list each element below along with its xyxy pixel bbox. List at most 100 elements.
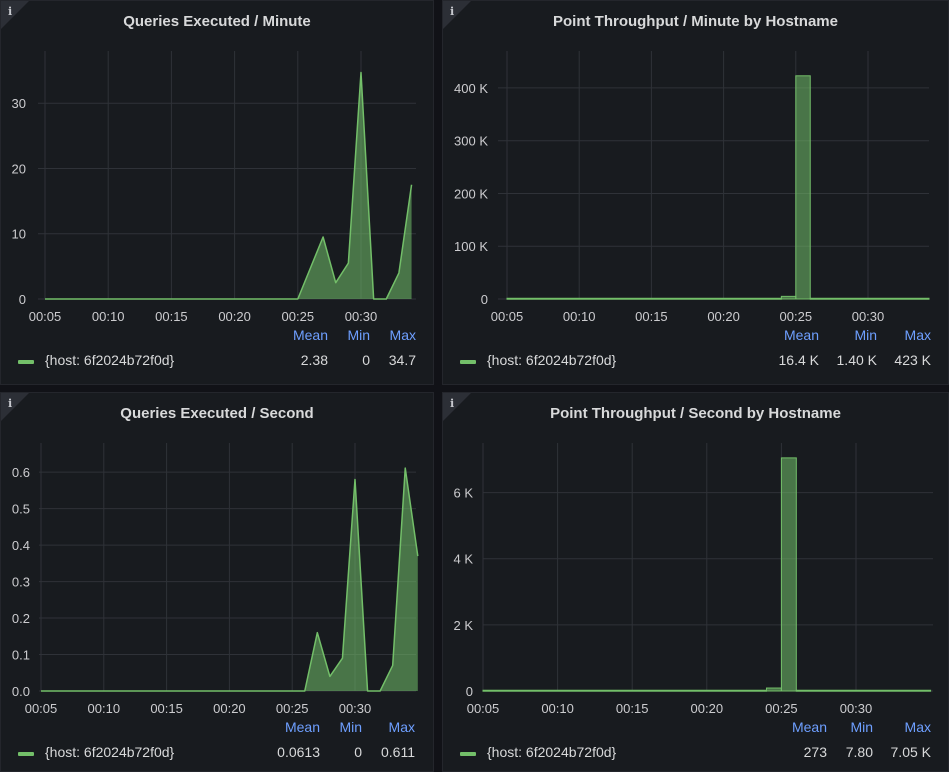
bar [482, 689, 767, 692]
legend-series-name[interactable]: {host: 6f2024b72f0d} [45, 744, 175, 760]
x-tick-label: 00:05 [29, 309, 62, 324]
bar [795, 75, 811, 300]
legend-item[interactable]: {host: 6f2024b72f0d} 273 7.80 7.05 K [443, 742, 948, 764]
legend-max-value: 423 K [894, 352, 931, 368]
legend-series-name[interactable]: {host: 6f2024b72f0d} [45, 352, 175, 368]
x-tick-label: 00:20 [691, 701, 724, 716]
chart-plot[interactable]: 0.0 0.1 0.2 0.3 0.4 0.5 0.6 00:05 00:10 00:15 00:2… [1, 393, 434, 723]
y-tick-label: 0 [481, 292, 488, 307]
chart-plot[interactable]: 0 10 20 30 00:05 00:10 00:15 00:20 00:25 00:30 [1, 1, 434, 331]
y-tick-label: 0.2 [12, 611, 30, 626]
x-tick-label: 00:05 [25, 701, 58, 716]
y-tick-label: 0.4 [12, 538, 30, 553]
bar [506, 297, 782, 300]
y-tick-label: 100 K [454, 239, 488, 254]
panel-queries-per-minute: i Queries Executed / Minute 0 10 20 30 00:05… [0, 0, 434, 385]
legend-header-min[interactable]: Min [854, 327, 877, 343]
x-tick-label: 00:25 [282, 309, 315, 324]
legend-mean-value: 273 [803, 744, 827, 760]
legend-swatch[interactable] [18, 752, 34, 756]
y-tick-label: 30 [12, 96, 26, 111]
x-tick-label: 00:30 [840, 701, 873, 716]
legend-max-value: 0.611 [381, 744, 415, 760]
legend-header-mean[interactable]: Mean [783, 327, 819, 343]
panel-title[interactable]: Point Throughput / Minute by Hostname [553, 13, 838, 30]
x-tick-label: 00:20 [218, 309, 251, 324]
panel-info-corner[interactable] [443, 1, 471, 29]
y-tick-label: 300 K [454, 134, 488, 149]
legend-swatch[interactable] [18, 360, 34, 364]
y-tick-label: 2 K [453, 618, 473, 633]
panel-title[interactable]: Queries Executed / Minute [123, 13, 311, 30]
panel-title[interactable]: Queries Executed / Second [120, 405, 314, 422]
panel-info-corner[interactable] [1, 393, 29, 421]
x-tick-label: 00:20 [213, 701, 246, 716]
legend-series-name[interactable]: {host: 6f2024b72f0d} [487, 352, 617, 368]
bar [780, 457, 797, 692]
legend-header-mean[interactable]: Mean [284, 719, 320, 735]
legend-min-value: 1.40 K [836, 352, 877, 368]
y-tick-label: 4 K [453, 552, 473, 567]
legend-item[interactable]: {host: 6f2024b72f0d} 16.4 K 1.40 K 423 K [443, 350, 948, 372]
series-line [45, 71, 413, 300]
x-tick-label: 00:30 [339, 701, 372, 716]
legend-item[interactable]: {host: 6f2024b72f0d} 2.38 0 34.7 [1, 350, 433, 372]
x-tick-label: 00:30 [345, 309, 378, 324]
legend-header-max[interactable]: Max [388, 719, 415, 735]
x-tick-label: 00:15 [150, 701, 183, 716]
info-icon[interactable]: i [8, 5, 13, 18]
chart-plot[interactable]: 0 100 K 200 K 300 K 400 K 00:05 00:10 00:15 00:2… [443, 1, 949, 331]
legend-mean-value: 2.38 [300, 352, 328, 368]
legend-mean-value: 0.0613 [277, 744, 320, 760]
legend-item[interactable]: {host: 6f2024b72f0d} 0.0613 0 0.611 [1, 742, 433, 764]
legend-header-min[interactable]: Min [339, 719, 362, 735]
legend-series-name[interactable]: {host: 6f2024b72f0d} [487, 744, 617, 760]
panel-point-throughput-per-second: i Point Throughput / Second by Hostname … [442, 392, 949, 772]
y-tick-label: 0.3 [12, 575, 30, 590]
y-tick-label: 10 [12, 227, 26, 242]
y-tick-label: 0.1 [12, 648, 30, 663]
legend-header-max[interactable]: Max [904, 719, 931, 735]
x-tick-label: 00:15 [616, 701, 649, 716]
info-icon[interactable]: i [450, 5, 455, 18]
y-tick-label: 0 [466, 684, 473, 699]
bar [780, 295, 797, 300]
legend-swatch[interactable] [460, 360, 476, 364]
series-area [45, 72, 412, 300]
y-tick-label: 0.5 [12, 502, 30, 517]
legend-swatch[interactable] [460, 752, 476, 756]
legend-header-min[interactable]: Min [347, 327, 370, 343]
x-tick-label: 00:20 [707, 309, 740, 324]
panel-info-corner[interactable] [443, 393, 471, 421]
x-tick-label: 00:10 [541, 701, 574, 716]
y-tick-label: 0.0 [12, 684, 30, 699]
bar [809, 297, 930, 300]
panel-info-corner[interactable] [1, 1, 29, 29]
x-tick-label: 00:05 [467, 701, 500, 716]
legend-header-mean[interactable]: Mean [292, 327, 328, 343]
x-tick-label: 00:15 [635, 309, 668, 324]
y-tick-label: 400 K [454, 81, 488, 96]
info-icon[interactable]: i [8, 397, 13, 410]
legend-min-value: 0 [354, 744, 362, 760]
legend-header-min[interactable]: Min [850, 719, 873, 735]
x-tick-label: 00:10 [92, 309, 125, 324]
y-tick-label: 0.6 [12, 465, 30, 480]
x-tick-label: 00:25 [276, 701, 309, 716]
legend-header-mean[interactable]: Mean [791, 719, 827, 735]
panel-point-throughput-per-minute: i Point Throughput / Minute by Hostname … [442, 0, 949, 385]
legend-max-value: 34.7 [388, 352, 416, 368]
x-tick-label: 00:10 [563, 309, 596, 324]
panel-title[interactable]: Point Throughput / Second by Hostname [550, 405, 841, 422]
info-icon[interactable]: i [450, 397, 455, 410]
bar [795, 689, 932, 692]
y-tick-label: 6 K [453, 486, 473, 501]
x-tick-label: 00:25 [780, 309, 813, 324]
legend-max-value: 7.05 K [890, 744, 931, 760]
x-tick-label: 00:10 [88, 701, 121, 716]
legend-header-max[interactable]: Max [389, 327, 416, 343]
x-tick-label: 00:05 [491, 309, 524, 324]
chart-plot[interactable]: 0 2 K 4 K 6 K 00:05 00:10 00:15 00:20 00:25 00:30 [443, 393, 949, 723]
y-tick-label: 200 K [454, 186, 488, 201]
legend-header-max[interactable]: Max [904, 327, 931, 343]
